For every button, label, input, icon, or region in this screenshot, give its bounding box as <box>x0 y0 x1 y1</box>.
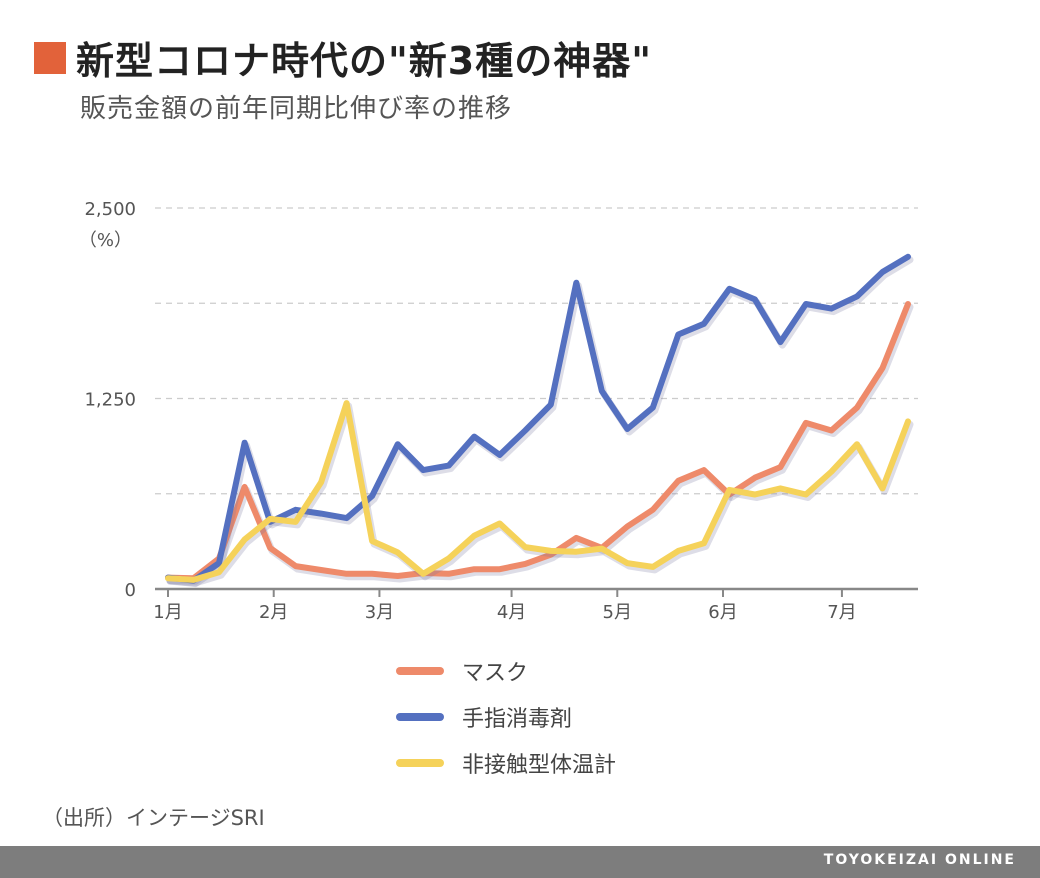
y-axis-unit-label: （%） <box>79 230 132 251</box>
x-tick-label: 7月 <box>827 602 856 623</box>
legend-swatch <box>396 667 444 675</box>
series-line-thermometer <box>165 400 911 583</box>
series-line-shadow-mask <box>166 303 914 585</box>
legend-label: 非接触型体温計 <box>462 753 617 778</box>
title-accent-square <box>34 41 66 74</box>
legend-swatch <box>396 759 444 767</box>
legend-label: 手指消毒剤 <box>462 707 573 732</box>
x-tick-label: 4月 <box>497 602 526 623</box>
series-line-mask <box>165 301 911 582</box>
series-line-shadow-sanitizer <box>166 256 914 588</box>
x-tick-label: 1月 <box>153 602 182 623</box>
source-note: （出所）インテージSRI <box>42 806 265 830</box>
chart-subtitle: 販売金額の前年同期比伸び率の推移 <box>80 94 513 124</box>
x-tick-label: 5月 <box>603 602 632 623</box>
y-tick-label: 2,500 <box>84 199 136 220</box>
x-tick-label: 6月 <box>708 602 737 623</box>
legend-item-sanitizer: 手指消毒剤 <box>396 694 616 740</box>
brand-label: TOYOKEIZAI ONLINE <box>823 852 1016 868</box>
legend-item-thermometer: 非接触型体温計 <box>396 740 616 786</box>
legend-item-mask: マスク <box>396 648 616 694</box>
title-block: 新型コロナ時代の"新3種の神器" <box>34 30 652 85</box>
x-tick-label: 2月 <box>259 602 288 623</box>
legend-label: マスク <box>462 661 529 686</box>
legend-swatch <box>396 713 444 721</box>
chart-title: 新型コロナ時代の"新3種の神器" <box>76 39 653 83</box>
y-tick-label: 1,250 <box>84 390 136 411</box>
footer-bar: TOYOKEIZAI ONLINE <box>0 846 1040 878</box>
x-tick-label: 3月 <box>365 602 394 623</box>
series-line-sanitizer <box>165 253 911 584</box>
y-tick-label: 0 <box>125 580 136 601</box>
legend: マスク手指消毒剤非接触型体温計 <box>396 648 616 786</box>
